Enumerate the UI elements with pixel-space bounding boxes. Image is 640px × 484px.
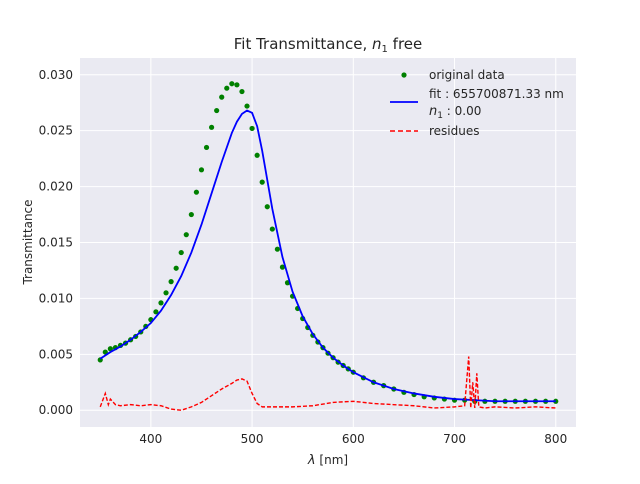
grid — [80, 58, 576, 427]
data-point — [208, 124, 215, 130]
series-residues — [99, 356, 556, 411]
data-point — [193, 189, 200, 195]
x-tick-label: 600 — [342, 432, 365, 446]
y-tick-label: 0.020 — [39, 180, 73, 194]
data-point — [244, 103, 250, 109]
data-point — [183, 232, 189, 238]
data-point — [234, 82, 240, 88]
y-tick-label: 0.030 — [39, 68, 73, 82]
data-point — [163, 290, 169, 296]
data-point — [279, 264, 286, 270]
y-tick-label: 0.015 — [39, 236, 73, 250]
data-point — [229, 81, 235, 87]
data-point — [102, 349, 108, 355]
y-tick-label: 0.000 — [39, 403, 73, 417]
x-tick-label: 800 — [544, 432, 567, 446]
data-point — [198, 167, 205, 173]
data-point — [269, 226, 275, 232]
data-point — [224, 85, 230, 91]
data-point — [158, 300, 164, 306]
data-point — [274, 246, 280, 252]
y-tick-label: 0.025 — [39, 124, 73, 138]
data-point — [107, 346, 113, 352]
x-tick-label: 700 — [443, 432, 466, 446]
data-point — [254, 152, 260, 158]
x-tick-labels: 400 500 600 700 800 — [139, 432, 567, 446]
data-point — [168, 279, 174, 285]
x-tick-label: 500 — [241, 432, 264, 446]
legend-label-original-data: original data — [429, 68, 505, 82]
y-tick-labels: 0.000 0.005 0.010 0.015 0.020 0.025 0.030 — [39, 68, 73, 417]
legend-label-fit-line1: fit : 655700871.33 nm — [429, 87, 564, 101]
data-point — [214, 107, 220, 114]
data-point — [259, 179, 265, 185]
x-axis-label: λ [nm] — [307, 453, 348, 468]
y-axis-label: Transmittance — [21, 199, 35, 285]
legend: original data fit : 655700871.33 nm n1 :… — [390, 68, 564, 138]
legend-label-residues: residues — [429, 124, 480, 138]
residues-line — [99, 356, 556, 411]
x-tick-label: 400 — [139, 432, 162, 446]
chart-title: Fit Transmittance, n1 free — [234, 35, 422, 55]
data-point — [203, 144, 210, 151]
data-point — [178, 249, 184, 256]
y-tick-label: 0.010 — [39, 291, 73, 305]
data-point — [219, 94, 225, 100]
data-point — [264, 204, 270, 210]
data-point — [249, 125, 255, 132]
data-point — [188, 211, 194, 218]
data-point — [173, 265, 179, 271]
data-point — [153, 309, 159, 315]
y-tick-label: 0.005 — [39, 347, 73, 361]
legend-label-fit-line2: n1 : 0.00 — [429, 104, 481, 121]
fit-line — [99, 109, 556, 403]
legend-marker-original-data — [401, 72, 407, 78]
data-point — [239, 88, 245, 95]
series-fit — [99, 109, 556, 403]
